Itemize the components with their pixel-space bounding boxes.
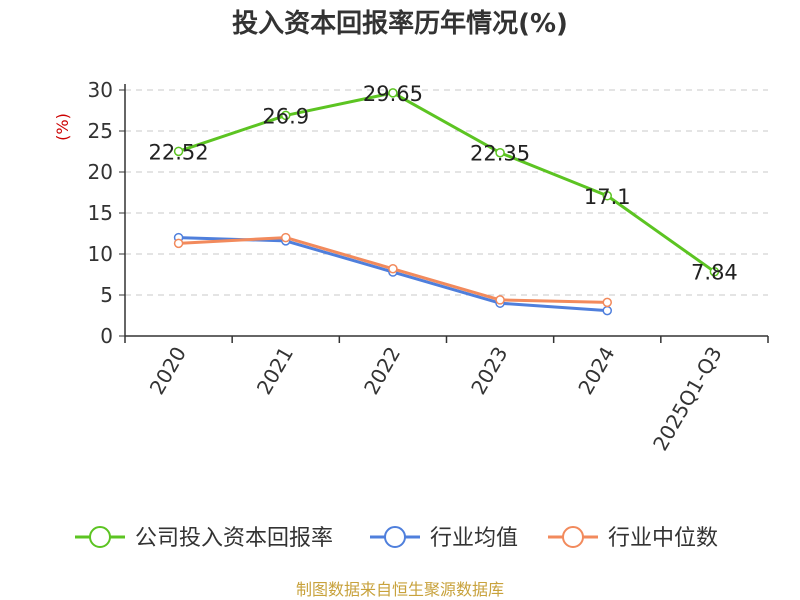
data-label: 22.52	[149, 140, 209, 164]
y-axis-label: (%)	[53, 113, 72, 141]
data-point	[281, 232, 291, 243]
data-point	[602, 191, 612, 201]
x-tick-label: 2024	[573, 343, 619, 399]
series-group	[173, 88, 720, 316]
series-line	[178, 91, 716, 273]
data-label: 7.84	[691, 261, 738, 285]
y-tick-label: 25	[88, 119, 113, 143]
x-tick-label: 2021	[252, 343, 298, 399]
x-tick-label: 2025Q1-Q3	[648, 343, 727, 455]
data-point	[602, 297, 612, 308]
data-point	[602, 305, 612, 316]
data-point	[709, 266, 720, 277]
source-footer: 制图数据来自恒生聚源数据库	[296, 580, 504, 599]
legend-swatch-marker	[89, 526, 111, 548]
axes	[119, 84, 769, 343]
data-labels: 22.52 26.9 29.65 22.35 17.1 7.84	[149, 82, 738, 285]
y-tick-label: 10	[88, 242, 113, 266]
data-label: 26.9	[262, 104, 309, 128]
y-tick-label: 5	[100, 283, 113, 307]
data-point	[495, 295, 505, 305]
data-label: 22.35	[470, 142, 530, 166]
legend-swatch-marker	[384, 526, 406, 548]
y-tick-label: 15	[88, 201, 113, 225]
x-tick-label: 2022	[359, 343, 405, 399]
data-point	[281, 110, 291, 121]
legend-label: 行业均值	[430, 526, 518, 551]
legend: 公司投入资本回报率 行业均值 行业中位数	[75, 526, 718, 551]
data-point	[173, 238, 184, 249]
y-tick-labels: 0 5 10 15 20 25 30	[88, 78, 113, 348]
x-tick-label: 2023	[466, 343, 512, 399]
data-point	[495, 147, 505, 158]
x-tick-labels: 2020 2021 2022 2023 2024 2025Q1-Q3	[145, 343, 727, 455]
y-tick-label: 20	[88, 160, 113, 184]
data-point	[173, 146, 184, 157]
data-point	[388, 88, 398, 98]
grid-lines	[125, 89, 768, 296]
y-tick-label: 0	[100, 324, 113, 348]
y-tick-label: 30	[88, 78, 113, 102]
x-tick-label: 2020	[145, 343, 191, 399]
legend-label: 公司投入资本回报率	[135, 526, 333, 551]
data-label: 17.1	[584, 185, 631, 209]
data-point	[388, 264, 398, 274]
data-label: 29.65	[363, 82, 423, 106]
legend-label: 行业中位数	[608, 526, 718, 551]
chart-title: 投入资本回报率历年情况(%)	[232, 8, 568, 39]
legend-swatch-marker	[562, 526, 584, 548]
